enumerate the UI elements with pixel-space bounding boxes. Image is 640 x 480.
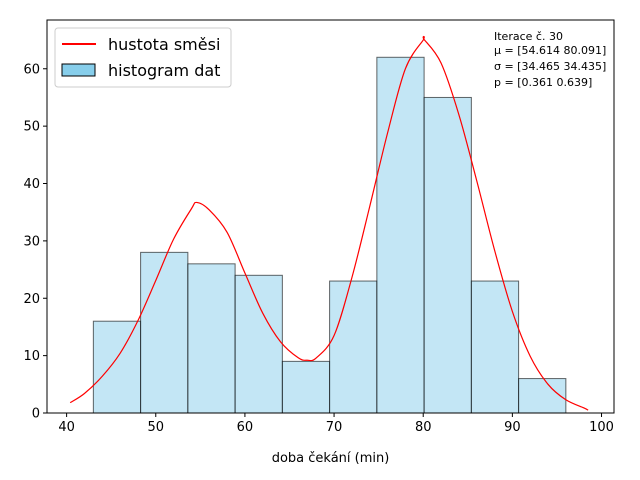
x-tick-label: 40 [58,420,75,435]
histogram-bar [140,251,189,414]
histogram-bar [281,360,331,414]
y-axis-ticks: 0 10 20 30 40 50 60 [23,62,47,422]
histogram-bar [187,263,236,414]
y-tick-label: 20 [23,292,40,307]
x-tick-label: 80 [415,420,432,435]
x-tick-label: 70 [326,420,343,435]
mu-text: μ = [54.614 80.091] [494,44,606,57]
y-tick-label: 30 [23,234,40,249]
y-tick-label: 50 [23,120,40,135]
legend-density-label: hustota směsi [108,35,220,54]
axes-frame [46,19,615,414]
iteration-text: Iterace č. 30 [494,30,563,43]
x-tick-label: 60 [237,420,254,435]
p-text: p = [0.361 0.639] [494,76,592,89]
histogram-bar [470,280,520,414]
x-tick-label: 50 [147,420,164,435]
y-tick-label: 0 [32,407,40,422]
histogram-bar [92,320,142,414]
histogram-bar [518,378,567,414]
y-tick-label: 10 [23,349,40,364]
legend-box [54,27,232,88]
legend: hustota směsi histogram dat [54,27,232,88]
histogram-bar [376,56,425,414]
x-tick-label: 100 [589,420,614,435]
x-axis-ticks: 40 50 60 70 80 90 100 [58,413,614,435]
histogram-bar [329,280,378,414]
density-curve-line [69,35,589,411]
y-tick-label: 40 [23,177,40,192]
x-tick-label: 90 [504,420,521,435]
histogram-bars [92,56,567,414]
legend-histogram-label: histogram dat [108,61,220,80]
legend-histogram-patch [61,63,96,77]
x-axis-label: doba čekání (min) [272,451,390,466]
sigma-text: σ = [34.465 34.435] [494,60,606,73]
histogram-bar [423,96,472,414]
histogram-bar [234,274,283,414]
y-tick-label: 60 [23,62,40,77]
iteration-annotation: Iterace č. 30 μ = [54.614 80.091] σ = [3… [494,30,606,89]
